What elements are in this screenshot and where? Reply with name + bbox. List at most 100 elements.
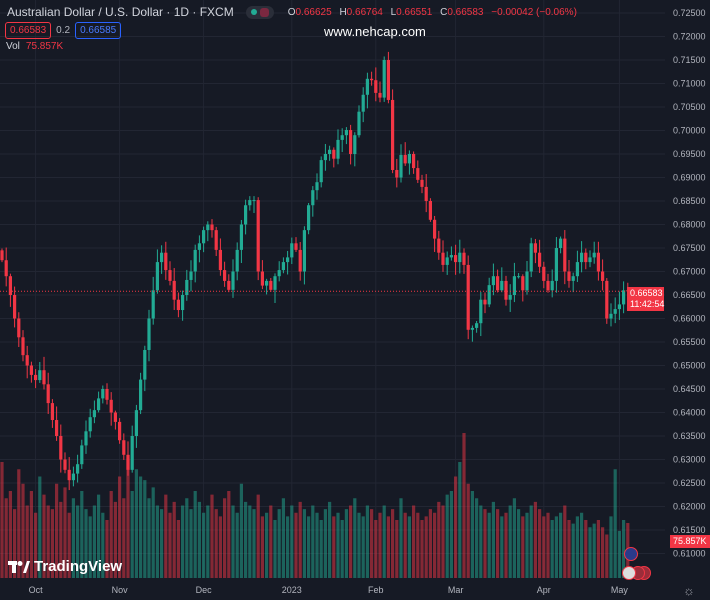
volume-bar (8, 491, 12, 578)
candle-body (550, 280, 554, 291)
australia-flag-event-icon[interactable] (624, 547, 638, 561)
candle-body (235, 249, 239, 272)
volume-bar (370, 509, 374, 578)
candle-body (479, 299, 483, 324)
volume-bar (155, 505, 159, 578)
candle-body (298, 249, 302, 272)
tradingview-logo[interactable]: TradingView (8, 558, 122, 575)
candle-body (17, 318, 21, 338)
volume-bar (529, 505, 533, 578)
time-tick-label: Dec (196, 585, 213, 595)
candle-body (155, 262, 159, 291)
volume-bar (134, 469, 138, 578)
time-axis: Oct Nov Dec 2023 Feb Mar Apr May (0, 578, 710, 600)
volume-bar (239, 483, 243, 578)
market-status-indicator[interactable] (245, 5, 274, 19)
volume-bar (403, 512, 407, 578)
candle-body (370, 78, 374, 81)
volume-bar (491, 501, 495, 578)
candle-body (164, 252, 168, 271)
candle-body (273, 276, 277, 290)
candle-body (88, 417, 92, 432)
time-axis-bg[interactable] (0, 578, 710, 600)
volume-bar (122, 498, 126, 578)
last-volume-label: 75.857K (670, 535, 710, 548)
volume-bar (437, 501, 441, 578)
volume-bar (71, 498, 75, 578)
candle-body (113, 412, 117, 422)
volume-bar (151, 487, 155, 578)
volume-bar (462, 433, 466, 578)
candle-body (483, 299, 487, 305)
candle-body (34, 374, 38, 381)
volume-bar (265, 512, 269, 578)
candle-body (559, 238, 563, 248)
time-tick-label: Mar (448, 585, 464, 595)
volume-bar (412, 505, 416, 578)
volume-bar (50, 509, 54, 578)
price-tick-label: 0.66000 (673, 314, 706, 324)
volume-bar (533, 501, 537, 578)
buy-button[interactable]: 0.66585 (75, 22, 122, 39)
volume-bar (34, 512, 38, 578)
change-value: −0.00042 (−0.06%) (491, 6, 577, 18)
volume-bar (365, 505, 369, 578)
volume-bar (428, 509, 432, 578)
volume-bar (584, 520, 588, 578)
volume-bar (323, 509, 327, 578)
candle-body (189, 271, 193, 280)
candle-body (244, 205, 248, 225)
us-flag-event-icon[interactable] (622, 566, 636, 580)
volume-bar (168, 512, 172, 578)
candle-body (21, 337, 25, 356)
volume-bar (454, 476, 458, 578)
symbol-title[interactable]: Australian Dollar / U.S. Dollar · 1D · F… (7, 5, 234, 19)
volume-label[interactable]: Vol (6, 41, 20, 52)
candle-body (462, 252, 466, 265)
volume-bar (214, 509, 218, 578)
candle-body (218, 249, 222, 271)
volume-bar (433, 512, 437, 578)
volume-bar (391, 509, 395, 578)
sell-button[interactable]: 0.66583 (5, 22, 52, 39)
candle-body (139, 379, 143, 411)
candle-body (281, 262, 285, 271)
volume-bar (357, 512, 361, 578)
tradingview-logo-text: TradingView (34, 558, 123, 575)
symbol-legend: Australian Dollar / U.S. Dollar · 1D · F… (7, 5, 582, 19)
candle-body (496, 276, 500, 291)
volume-bar (17, 469, 21, 578)
price-tick-label: 0.68000 (673, 220, 706, 230)
volume-bar (580, 512, 584, 578)
volume-bar (189, 509, 193, 578)
volume-bar (349, 505, 353, 578)
candles (0, 51, 630, 491)
tradingview-logo-icon (8, 560, 30, 573)
volume-bar (386, 516, 390, 578)
volume-bar (340, 520, 344, 578)
candle-body (143, 349, 147, 380)
volume-bar (223, 498, 227, 578)
data-status-icon (259, 7, 269, 17)
candle-body (130, 436, 134, 470)
candle-body (567, 271, 571, 281)
volume-bar (143, 480, 147, 578)
settings-gear-icon[interactable]: ☼ (683, 583, 695, 598)
candle-body (424, 186, 428, 201)
candle-body (214, 230, 218, 250)
ohlc-values: O0.66625 H0.66764 L0.66551 C0.66583 −0.0… (288, 7, 582, 18)
volume-bar (319, 520, 323, 578)
candle-body (617, 304, 621, 310)
candle-body (71, 473, 75, 481)
volume-bar (508, 505, 512, 578)
volume-bar (55, 483, 59, 578)
candle-body (428, 201, 432, 220)
volume-bar (59, 501, 63, 578)
candle-body (256, 200, 260, 272)
volume-bar (260, 516, 264, 578)
volume-bar (46, 505, 50, 578)
volume-bar (126, 458, 130, 578)
bar-countdown: 11:42:54 (630, 299, 665, 309)
